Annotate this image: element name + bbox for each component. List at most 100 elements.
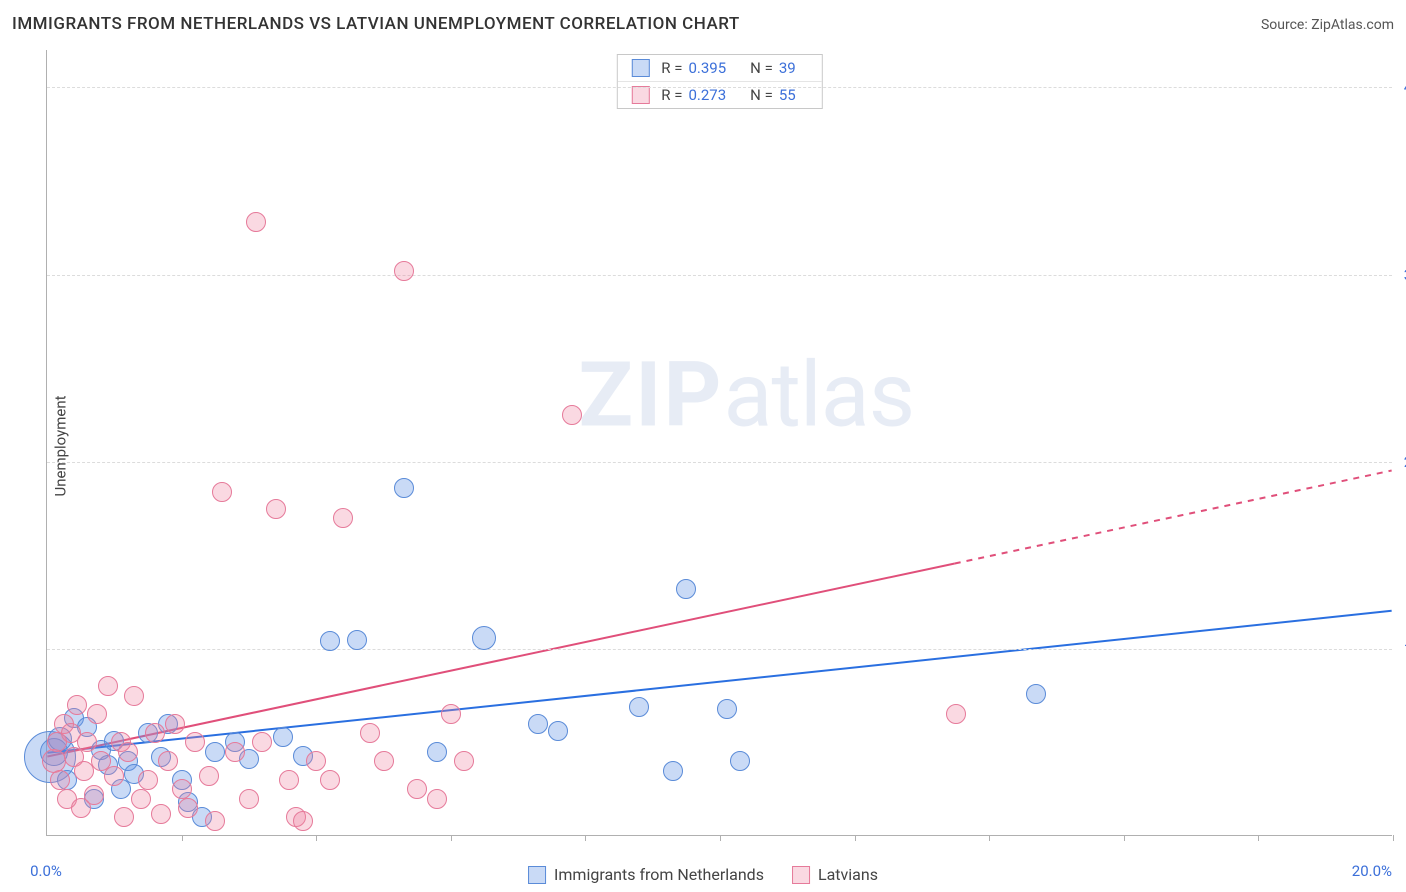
data-point (131, 789, 151, 809)
data-point (548, 721, 568, 741)
data-point (427, 742, 447, 762)
data-point (472, 626, 496, 650)
gridline (47, 649, 1392, 650)
x-axis-tick (720, 835, 721, 841)
data-point (246, 212, 266, 232)
data-point (178, 798, 198, 818)
stat-n-label: N = (750, 86, 773, 104)
data-point (199, 766, 219, 786)
data-point (347, 630, 367, 650)
x-axis-label-max: 20.0% (1352, 862, 1392, 880)
data-point (320, 631, 340, 651)
legend-stats-row-1: R = 0.273 N = 55 (617, 81, 821, 108)
x-axis-tick (585, 835, 586, 841)
trend-lines (47, 50, 1392, 835)
data-point (1026, 684, 1046, 704)
data-point (293, 811, 313, 831)
data-point (145, 723, 165, 743)
data-point (158, 751, 178, 771)
data-point (717, 699, 737, 719)
data-point (360, 723, 380, 743)
chart-title: IMMIGRANTS FROM NETHERLANDS VS LATVIAN U… (12, 14, 740, 34)
data-point (279, 770, 299, 790)
data-point (562, 405, 582, 425)
stat-r-value: 0.273 (688, 86, 726, 104)
data-point (266, 499, 286, 519)
data-point (124, 686, 144, 706)
data-point (394, 478, 414, 498)
watermark: ZIPatlas (579, 343, 915, 448)
source-label: Source: ZipAtlas.com (1261, 17, 1394, 33)
data-point (528, 714, 548, 734)
data-point (138, 770, 158, 790)
x-axis-tick (451, 835, 452, 841)
legend-label: Immigrants from Netherlands (554, 865, 764, 884)
swatch-icon (792, 866, 810, 884)
chart-plot-area: ZIPatlas R = 0.395 N = 39 R = 0.273 N = … (46, 50, 1392, 836)
data-point (165, 714, 185, 734)
data-point (104, 766, 124, 786)
legend-label: Latvians (818, 865, 878, 884)
data-point (84, 785, 104, 805)
x-axis-tick (316, 835, 317, 841)
legend-item-0: Immigrants from Netherlands (528, 865, 764, 884)
data-point (273, 727, 293, 747)
x-axis-label-min: 0.0% (30, 862, 62, 880)
data-point (394, 261, 414, 281)
legend-stats: R = 0.395 N = 39 R = 0.273 N = 55 (616, 54, 822, 109)
legend-series: Immigrants from Netherlands Latvians (528, 865, 878, 884)
data-point (730, 751, 750, 771)
data-point (454, 751, 474, 771)
data-point (946, 704, 966, 724)
watermark-atlas: atlas (724, 343, 915, 448)
data-point (205, 742, 225, 762)
x-axis-tick (1393, 835, 1394, 841)
stat-r-label: R = (661, 59, 682, 77)
x-axis-tick (989, 835, 990, 841)
chart-container: IMMIGRANTS FROM NETHERLANDS VS LATVIAN U… (0, 0, 1406, 892)
stat-n-label: N = (750, 59, 773, 77)
data-point (172, 779, 192, 799)
data-point (50, 770, 70, 790)
x-axis-tick (182, 835, 183, 841)
legend-stats-row-0: R = 0.395 N = 39 (617, 55, 821, 81)
data-point (427, 789, 447, 809)
data-point (239, 789, 259, 809)
data-point (320, 770, 340, 790)
x-axis-tick (855, 835, 856, 841)
x-axis-tick (1258, 835, 1259, 841)
watermark-zip: ZIP (579, 343, 724, 448)
swatch-icon (631, 86, 649, 104)
stat-n-value: 39 (779, 59, 796, 77)
data-point (333, 508, 353, 528)
data-point (374, 751, 394, 771)
data-point (98, 676, 118, 696)
data-point (67, 695, 87, 715)
data-point (114, 807, 134, 827)
stat-n-value: 55 (779, 86, 796, 104)
data-point (77, 732, 97, 752)
stat-r-label: R = (661, 86, 682, 104)
data-point (185, 732, 205, 752)
x-axis-tick (1124, 835, 1125, 841)
data-point (407, 779, 427, 799)
swatch-icon (631, 59, 649, 77)
data-point (306, 751, 326, 771)
gridline (47, 462, 1392, 463)
header: IMMIGRANTS FROM NETHERLANDS VS LATVIAN U… (12, 14, 1394, 34)
data-point (663, 761, 683, 781)
data-point (151, 804, 171, 824)
data-point (441, 704, 461, 724)
swatch-icon (528, 866, 546, 884)
data-point (87, 704, 107, 724)
data-point (629, 697, 649, 717)
gridline (47, 87, 1392, 88)
gridline (47, 275, 1392, 276)
data-point (205, 811, 225, 831)
legend-item-1: Latvians (792, 865, 878, 884)
stat-r-value: 0.395 (688, 59, 726, 77)
data-point (225, 742, 245, 762)
data-point (676, 579, 696, 599)
data-point (118, 742, 138, 762)
data-point (212, 482, 232, 502)
